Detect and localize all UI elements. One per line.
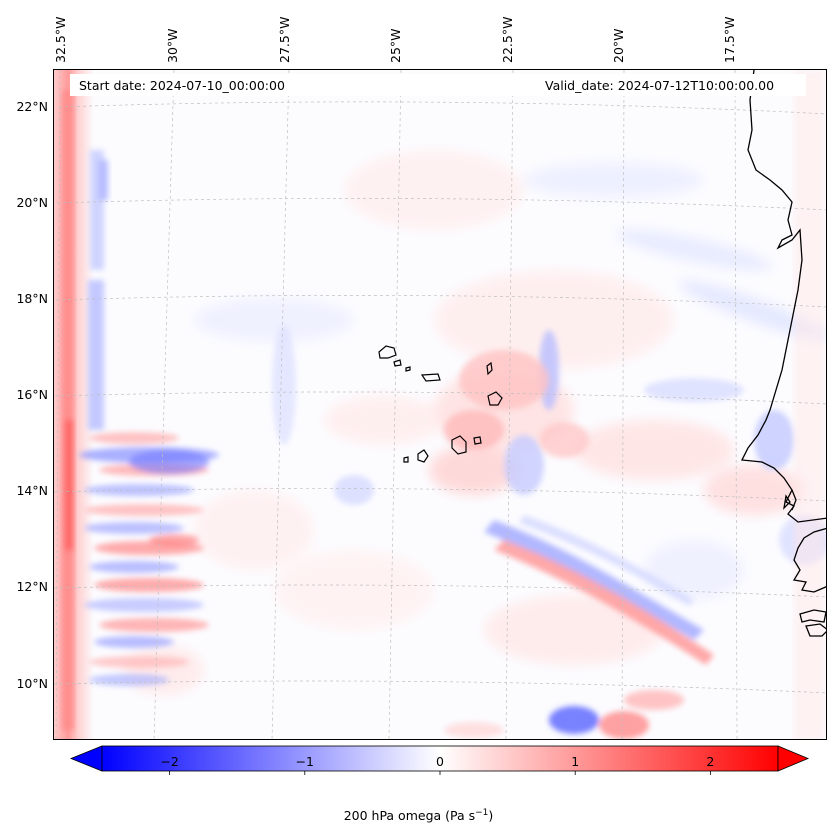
lat-label-14n: 14°N [16, 483, 48, 498]
lat-label-20n: 20°N [16, 195, 48, 210]
colorbar-tick-label: −2 [160, 754, 179, 769]
lat-label-22n: 22°N [16, 99, 48, 114]
lat-label-12n: 12°N [16, 579, 48, 594]
colorbar-max-extend [777, 745, 810, 772]
valid-date-text: Valid_date: 2024-07-12T10:00:00.00 [545, 78, 775, 93]
colorbar-tick-label: 0 [436, 754, 444, 769]
graticule [54, 70, 826, 739]
colorbar-min-extend [69, 745, 103, 772]
coastline [740, 70, 826, 637]
colorbar-tick-label: 1 [571, 754, 580, 769]
map-panel [53, 69, 827, 740]
lat-label-10n: 10°N [16, 676, 48, 691]
start-date-text: Start date: 2024-07-10_00:00:00 [79, 78, 285, 93]
cape-verde-islands [378, 345, 503, 463]
colorbar-tick-label: −1 [295, 754, 315, 769]
lat-label-16n: 16°N [16, 387, 48, 402]
lat-label-18n: 18°N [16, 291, 48, 306]
omega-field-map [54, 70, 826, 739]
colorbar-tick-label: 2 [706, 754, 715, 769]
colorbar-gradient [101, 745, 779, 772]
colorbar-label: 200 hPa omega (Pa s−1) [343, 808, 494, 824]
date-info-bar [70, 74, 806, 96]
colorbar-tick-marks [169, 771, 711, 775]
